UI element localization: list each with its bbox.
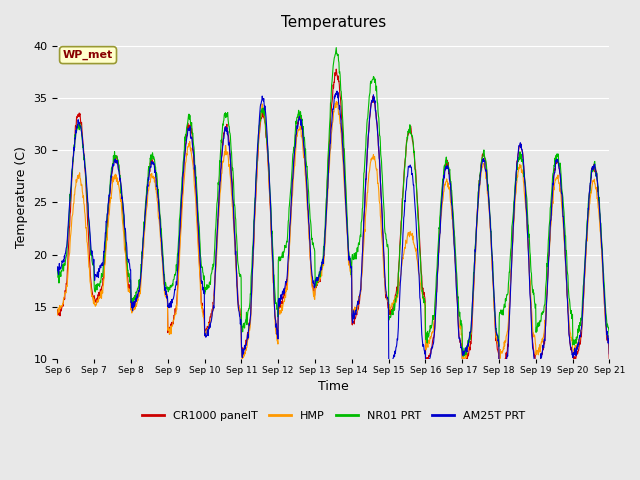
Line: NR01 PRT: NR01 PRT (58, 48, 609, 357)
AM25T PRT (419, 341, 427, 347)
HMP (492, 329, 500, 335)
AM25T PRT (541, 336, 548, 342)
CR1000 panelT (332, 66, 340, 72)
HMP (239, 360, 246, 366)
NR01 PRT (163, 286, 170, 292)
NR01 PRT (492, 326, 500, 332)
AM25T PRT (238, 349, 246, 355)
NR01 PRT (176, 210, 184, 216)
CR1000 panelT (492, 327, 499, 333)
HMP (54, 312, 61, 318)
NR01 PRT (54, 267, 61, 273)
CR1000 panelT (605, 358, 613, 364)
Y-axis label: Temperature (C): Temperature (C) (15, 146, 28, 248)
HMP (332, 99, 340, 105)
CR1000 panelT (419, 289, 427, 295)
Legend: CR1000 panelT, HMP, NR01 PRT, AM25T PRT: CR1000 panelT, HMP, NR01 PRT, AM25T PRT (137, 407, 529, 425)
NR01 PRT (419, 294, 427, 300)
NR01 PRT (460, 354, 467, 360)
Line: AM25T PRT: AM25T PRT (58, 91, 609, 384)
AM25T PRT (163, 295, 170, 300)
AM25T PRT (492, 318, 499, 324)
HMP (420, 299, 428, 304)
CR1000 panelT (54, 307, 61, 312)
Title: Temperatures: Temperatures (281, 15, 386, 30)
HMP (238, 352, 246, 358)
NR01 PRT (541, 302, 548, 308)
HMP (176, 239, 184, 245)
HMP (163, 296, 170, 301)
NR01 PRT (332, 45, 340, 50)
HMP (541, 326, 548, 332)
HMP (605, 349, 613, 355)
CR1000 panelT (176, 231, 184, 237)
NR01 PRT (605, 336, 613, 341)
AM25T PRT (496, 382, 504, 387)
Text: WP_met: WP_met (63, 50, 113, 60)
X-axis label: Time: Time (318, 381, 349, 394)
AM25T PRT (605, 351, 613, 357)
AM25T PRT (54, 267, 61, 273)
AM25T PRT (176, 221, 184, 227)
Line: HMP: HMP (58, 102, 609, 363)
CR1000 panelT (163, 292, 170, 298)
NR01 PRT (238, 324, 246, 330)
Line: CR1000 panelT: CR1000 panelT (58, 69, 609, 379)
CR1000 panelT (541, 341, 548, 347)
AM25T PRT (333, 88, 341, 94)
CR1000 panelT (497, 376, 504, 382)
CR1000 panelT (238, 345, 246, 351)
